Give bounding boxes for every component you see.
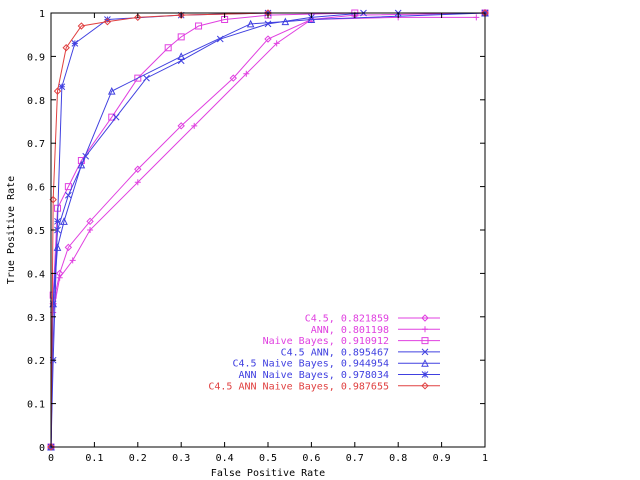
series-point (246, 19, 255, 28)
series-point (112, 113, 120, 121)
legend-label: C4.5 ANN, 0.895467 (281, 347, 389, 358)
legend-marker (421, 371, 429, 378)
series-point (281, 17, 290, 26)
y-axis-label: True Positive Rate (6, 176, 17, 284)
y-tick-label: 0.3 (27, 313, 45, 324)
series-point (177, 122, 185, 130)
series-point (229, 74, 237, 82)
x-tick-label: 0.9 (433, 453, 451, 464)
legend-marker (422, 326, 428, 333)
x-tick-label: 0.2 (129, 453, 147, 464)
legend-marker (421, 382, 429, 390)
series-point (191, 122, 198, 129)
series-point (143, 74, 150, 82)
series-point (307, 15, 316, 24)
legend-label: Naive Bayes, 0.910912 (263, 336, 389, 347)
ticks-layer: 0 0.1 0.2 0.3 0.4 0.5 0.6 0.7 0.8 0.9 1 0 0.1 0.2 0.3 0… (27, 9, 488, 464)
y-tick-label: 0.7 (27, 139, 45, 150)
series-point (60, 217, 68, 225)
series-point (221, 16, 229, 24)
series-point (87, 227, 94, 233)
legend-marker (421, 348, 429, 356)
y-tick-label: 0.8 (27, 96, 45, 107)
series-point (53, 87, 62, 95)
series-point (103, 17, 112, 26)
series-point (64, 243, 73, 252)
series-point (164, 44, 172, 52)
y-tick-label: 0.5 (27, 226, 45, 237)
series-point (107, 87, 116, 95)
series-point (77, 157, 85, 165)
series-point (53, 243, 62, 251)
y-tick-label: 0.6 (27, 183, 45, 194)
series-point (58, 83, 66, 91)
series-point (69, 257, 76, 264)
series-point (264, 20, 272, 28)
series-point (177, 52, 186, 60)
legend-marker (421, 314, 429, 322)
series-point (134, 165, 142, 173)
series-point (77, 22, 86, 30)
y-tick-label: 0.1 (27, 400, 45, 411)
series-point (273, 40, 280, 47)
x-tick-label: 0.6 (302, 453, 320, 464)
x-tick-label: 0.5 (259, 453, 277, 464)
legend-label: C4.5 ANN Naive Bayes, 0.987655 (208, 381, 389, 392)
series-point (108, 113, 116, 121)
series-point (77, 160, 86, 169)
series-point (243, 70, 250, 77)
legend-label: C4.5 Naive Bayes, 0.944954 (232, 359, 389, 370)
x-tick-label: 0.7 (346, 453, 364, 464)
series-point (177, 11, 185, 19)
series-point (134, 13, 142, 22)
x-tick-label: 0 (48, 453, 54, 464)
x-tick-label: 0.1 (85, 453, 103, 464)
legend-marker (421, 359, 429, 367)
x-tick-label: 0.3 (172, 453, 190, 464)
x-tick-label: 0.4 (216, 453, 234, 464)
y-tick-label: 0.2 (27, 356, 45, 367)
series-point (177, 33, 185, 41)
y-tick-label: 0.9 (27, 52, 45, 63)
series-point (104, 16, 111, 23)
series-point (195, 22, 203, 30)
x-tick-label: 0.8 (389, 453, 407, 464)
series-point (86, 217, 94, 226)
legend-label: ANN, 0.801198 (311, 325, 389, 336)
legend-label: C4.5, 0.821859 (305, 314, 389, 325)
series-point (177, 57, 185, 65)
series-point (62, 44, 70, 52)
series-point (65, 191, 72, 199)
y-tick-label: 0 (39, 443, 45, 454)
series-point (47, 443, 55, 451)
legend-marker (421, 337, 429, 345)
series-point (473, 14, 480, 21)
series-point (56, 274, 63, 281)
series-point (54, 217, 61, 225)
y-tick-label: 0.4 (27, 269, 45, 280)
series-point (134, 179, 141, 186)
series-point (264, 35, 272, 43)
series-line (50, 12, 485, 448)
legend-label: ANN Naive Bayes, 0.978034 (238, 370, 389, 381)
x-axis-label: False Positive Rate (211, 468, 325, 479)
x-tick-label: 1 (482, 453, 488, 464)
y-tick-label: 1 (39, 9, 45, 20)
series-point (71, 40, 79, 47)
